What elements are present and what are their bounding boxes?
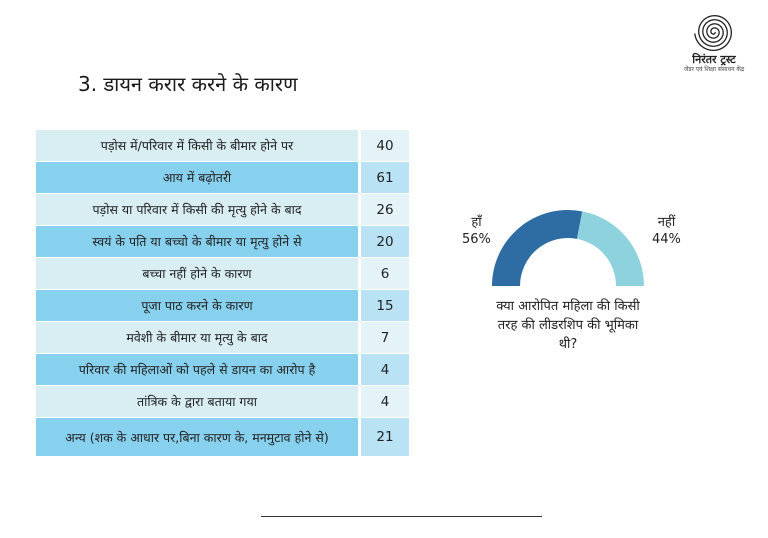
reason-label: अन्य (शक के आधार पर,बिना कारण के, मनमुटा… [36,417,358,457]
reason-label: पड़ोस या परिवार में किसी की मृत्यु होने … [36,193,358,226]
table-row: स्वयं के पति या बच्चो के बीमार या मृत्यु… [36,225,409,258]
reason-value: 15 [361,289,409,322]
logo: निरंतर ट्रस्ट जेंडर एवं शिक्षा संसाधन के… [672,12,756,74]
table-row: मवेशी के बीमार या मृत्यु के बाद 7 [36,321,409,354]
reason-value: 26 [361,193,409,226]
reason-label: बच्चा नहीं होने के कारण [36,257,358,290]
slice-yes-percent: 56% [462,232,491,247]
slice-no-label: नहीं 44% [652,214,681,248]
reason-value: 61 [361,161,409,194]
reason-value: 7 [361,321,409,354]
reason-value: 20 [361,225,409,258]
footer-divider [261,516,542,517]
reason-label: परिवार की महिलाओं को पहले से डायन का आरो… [36,353,358,386]
cell-gap [358,161,361,194]
table-row: पड़ोस या परिवार में किसी की मृत्यु होने … [36,193,409,226]
spiral-logo-icon [694,15,732,52]
reason-label: मवेशी के बीमार या मृत्यु के बाद [36,321,358,354]
reason-value: 6 [361,257,409,290]
cell-gap [358,321,361,354]
table-row: बच्चा नहीं होने के कारण 6 [36,257,409,290]
logo-subtitle: जेंडर एवं शिक्षा संसाधन केंद्र [683,66,745,73]
cell-gap [358,130,361,162]
table-row: परिवार की महिलाओं को पहले से डायन का आरो… [36,353,409,386]
reason-label: तांत्रिक के द्वारा बताया गया [36,385,358,418]
reason-label: आय में बढ़ोतरी [36,161,358,194]
cell-gap [358,385,361,418]
reason-value: 21 [361,417,409,457]
reason-value: 4 [361,385,409,418]
slice-no [576,211,644,286]
slice-yes-name: हाँ [471,215,482,230]
reasons-table: पड़ोस में/परिवार में किसी के बीमार होने … [36,130,409,457]
cell-gap [358,289,361,322]
gauge-caption: क्या आरोपित महिला की किसी तरह की लीडरशिप… [496,299,640,352]
leadership-gauge-chart [492,209,644,286]
slice-yes [492,209,583,286]
cell-gap [358,257,361,290]
slice-no-name: नहीं [657,215,676,230]
cell-gap [358,225,361,258]
reason-label: पूजा पाठ करने के कारण [36,289,358,322]
reason-label: स्वयं के पति या बच्चो के बीमार या मृत्यु… [36,225,358,258]
table-row: अन्य (शक के आधार पर,बिना कारण के, मनमुटा… [36,417,409,457]
table-row: पूजा पाठ करने के कारण 15 [36,289,409,322]
reason-label: पड़ोस में/परिवार में किसी के बीमार होने … [36,130,358,162]
reason-value: 40 [361,130,409,162]
logo-name: निरंतर ट्रस्ट [692,53,736,66]
table-row: पड़ोस में/परिवार में किसी के बीमार होने … [36,130,409,162]
reason-value: 4 [361,353,409,386]
table-row: आय में बढ़ोतरी 61 [36,161,409,194]
table-row: तांत्रिक के द्वारा बताया गया 4 [36,385,409,418]
slice-yes-label: हाँ 56% [462,214,491,248]
cell-gap [358,417,361,457]
slide-title: 3. डायन करार करने के कारण [78,72,298,96]
slice-no-percent: 44% [652,232,681,247]
cell-gap [358,193,361,226]
cell-gap [358,353,361,386]
